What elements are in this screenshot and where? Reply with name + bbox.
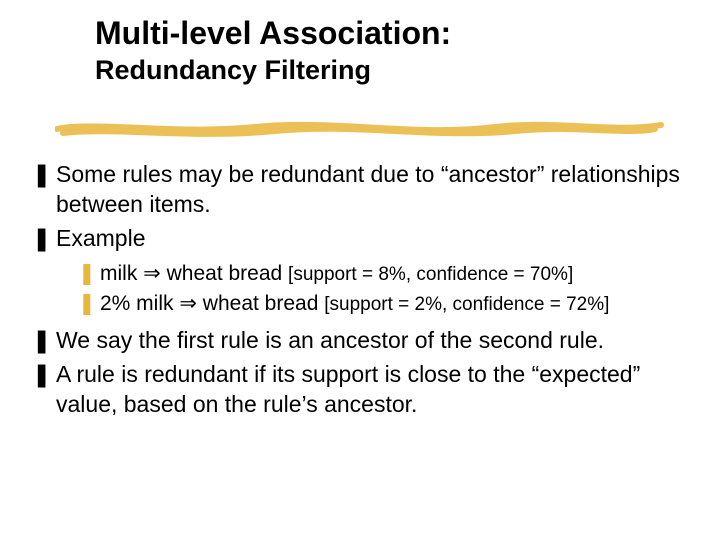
bullet-text: A rule is redundant if its support is cl… xyxy=(56,360,692,420)
scribble-path xyxy=(57,125,661,134)
bullet-text: Example xyxy=(56,224,692,254)
example-lhs: 2% milk xyxy=(100,292,179,315)
example-lhs: milk xyxy=(100,262,143,285)
example-stats: [support = 2%, confidence = 72%] xyxy=(324,294,609,315)
example-text: 2% milk ⇒ wheat bread [support = 2%, con… xyxy=(100,290,692,318)
example-item-1: ❚ milk ⇒ wheat bread [support = 8%, conf… xyxy=(78,260,692,288)
bullet-item-4: ❚ A rule is redundant if its support is … xyxy=(32,360,692,420)
bullet-lvl1-icon: ❚ xyxy=(32,160,56,220)
bullet-lvl1-icon: ❚ xyxy=(32,224,56,254)
implies-icon: ⇒ xyxy=(143,262,161,285)
implies-icon: ⇒ xyxy=(179,292,197,315)
example-text: milk ⇒ wheat bread [support = 8%, confid… xyxy=(100,260,692,288)
bullet-item-3: ❚ We say the first rule is an ancestor o… xyxy=(32,326,692,356)
body-content: ❚ Some rules may be redundant due to “an… xyxy=(32,160,692,424)
scribble-underline-icon xyxy=(55,115,665,139)
example-rhs: wheat bread xyxy=(161,262,288,285)
bullet-lvl1-icon: ❚ xyxy=(32,326,56,356)
bullet-lvl2-icon: ❚ xyxy=(78,290,100,318)
title-underline xyxy=(55,115,665,139)
bullet-item-2: ❚ Example xyxy=(32,224,692,254)
bullet-item-1: ❚ Some rules may be redundant due to “an… xyxy=(32,160,692,220)
example-rhs: wheat bread xyxy=(197,292,324,315)
example-item-2: ❚ 2% milk ⇒ wheat bread [support = 2%, c… xyxy=(78,290,692,318)
bullet-text: We say the first rule is an ancestor of … xyxy=(56,326,692,356)
slide: Multi-level Association: Redundancy Filt… xyxy=(0,0,720,540)
bullet-lvl2-icon: ❚ xyxy=(78,260,100,288)
title-block: Multi-level Association: Redundancy Filt… xyxy=(95,15,655,86)
title-main: Multi-level Association: xyxy=(95,15,655,52)
bullet-text: Some rules may be redundant due to “ance… xyxy=(56,160,692,220)
title-sub: Redundancy Filtering xyxy=(95,54,655,86)
bullet-lvl1-icon: ❚ xyxy=(32,360,56,420)
example-stats: [support = 8%, confidence = 70%] xyxy=(288,264,573,285)
